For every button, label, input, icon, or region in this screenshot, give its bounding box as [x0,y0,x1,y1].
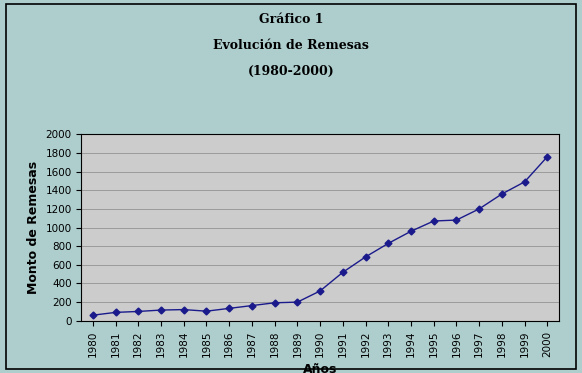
Text: Evolución de Remesas: Evolución de Remesas [213,39,369,52]
Text: Gráfico 1: Gráfico 1 [259,13,323,26]
X-axis label: Años: Años [303,363,338,373]
Text: (1980-2000): (1980-2000) [247,65,335,78]
Y-axis label: Monto de Remesas: Monto de Remesas [27,161,40,294]
